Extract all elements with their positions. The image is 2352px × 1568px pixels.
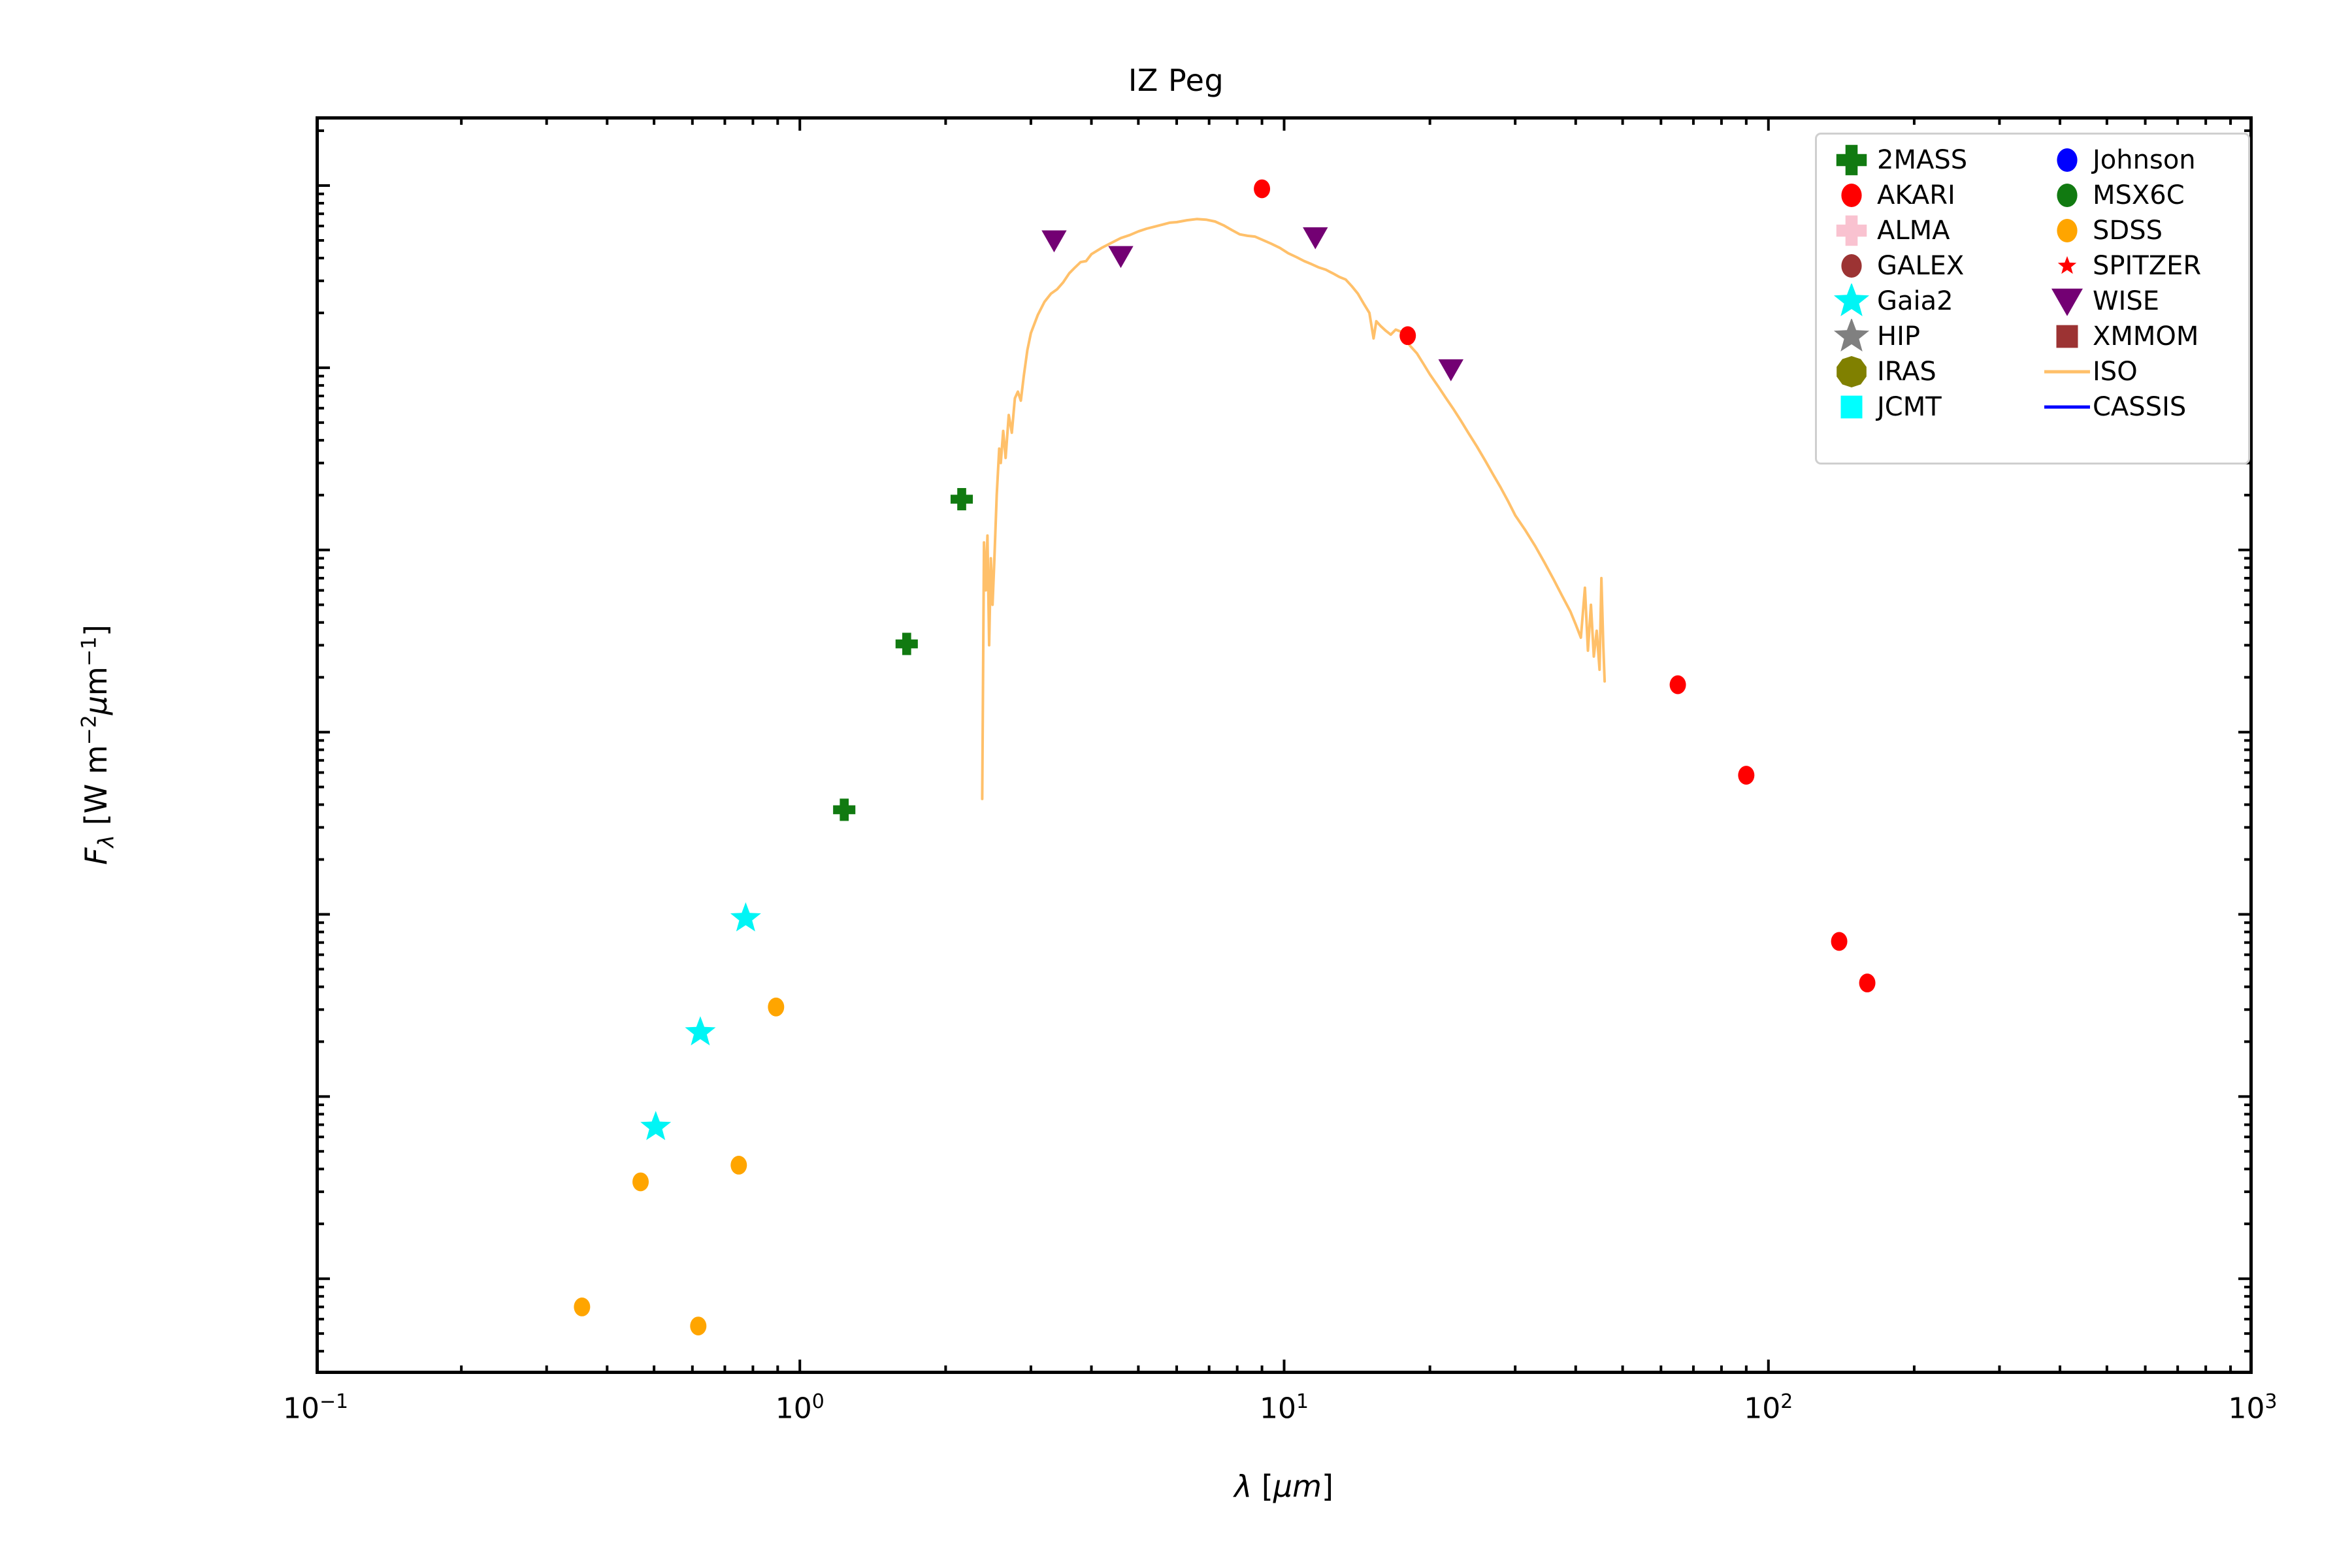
legend-label: ISO bbox=[2093, 357, 2138, 387]
legend-item-gaia2[interactable]: Gaia2 bbox=[1826, 282, 1967, 319]
sdss-marker-icon bbox=[2042, 213, 2093, 248]
legend-label: Gaia2 bbox=[1877, 286, 1953, 316]
x-tick-label: 101 bbox=[1259, 1390, 1309, 1426]
legend-label: 2MASS bbox=[1877, 145, 1968, 175]
legend-label: CASSIS bbox=[2093, 392, 2187, 422]
galex-marker-icon bbox=[1826, 248, 1877, 284]
legend-item-2mass[interactable]: 2MASS bbox=[1826, 142, 1967, 178]
legend-label: WISE bbox=[2093, 286, 2160, 316]
alma-marker-icon bbox=[1826, 213, 1877, 248]
iras-marker-icon bbox=[1826, 354, 1877, 389]
legend-item-galex[interactable]: GALEX bbox=[1826, 248, 1967, 284]
legend-item-wise[interactable]: WISE bbox=[2042, 284, 2201, 319]
legend-item-iras[interactable]: IRAS bbox=[1826, 354, 1967, 389]
msx6c-marker-icon bbox=[2042, 178, 2093, 213]
legend-item-sdss[interactable]: SDSS bbox=[2042, 213, 2201, 248]
spitzer-marker-icon bbox=[2042, 248, 2093, 284]
gaia2-marker-icon bbox=[1826, 282, 1877, 319]
legend-item-cassis[interactable]: CASSIS bbox=[2042, 389, 2201, 425]
x-axis-tick-labels: 10−1 100 101 102 103 bbox=[0, 1390, 2352, 1449]
x-tick-label: 100 bbox=[775, 1390, 825, 1426]
legend-item-spitzer[interactable]: SPITZER bbox=[2042, 248, 2201, 284]
y-axis-tick-labels: 10−1110−1210−1310−1410−1510−1610−17 bbox=[0, 0, 297, 1568]
x-tick-label: 103 bbox=[2228, 1390, 2278, 1426]
chart-title: IZ Peg bbox=[1128, 63, 1224, 98]
legend-label: MSX6C bbox=[2093, 180, 2185, 210]
legend-label: SDSS bbox=[2093, 216, 2163, 246]
iso-marker-icon bbox=[2042, 354, 2093, 389]
x-axis-title: λ [μm] bbox=[1234, 1469, 1333, 1504]
hip-marker-icon bbox=[1826, 318, 1877, 354]
legend-column-right: Johnson MSX6C SDSS SPITZER WISE XMMOM ISO CASSI… bbox=[2042, 142, 2201, 425]
x-tick-label: 102 bbox=[1744, 1390, 1793, 1426]
wise-marker-icon bbox=[2042, 284, 2093, 319]
legend-item-hip[interactable]: HIP bbox=[1826, 318, 1967, 354]
legend-label: HIP bbox=[1877, 321, 1920, 351]
y-axis-title: Fλ [W m−2μm−1] bbox=[77, 625, 119, 865]
legend-label: Johnson bbox=[2093, 145, 2196, 175]
legend-item-johnson[interactable]: Johnson bbox=[2042, 142, 2201, 178]
legend-item-akari[interactable]: AKARI bbox=[1826, 178, 1967, 213]
legend-item-msx6c[interactable]: MSX6C bbox=[2042, 178, 2201, 213]
legend-column-left: 2MASS AKARI ALMA GALEX Gaia2 HIP IRAS JCMT bbox=[1826, 142, 1967, 425]
legend-item-alma[interactable]: ALMA bbox=[1826, 213, 1967, 248]
johnson-marker-icon bbox=[2042, 142, 2093, 178]
legend-label: IRAS bbox=[1877, 357, 1936, 387]
jcmt-marker-icon bbox=[1826, 389, 1877, 425]
2mass-marker-icon bbox=[1826, 142, 1877, 178]
x-tick-label: 10−1 bbox=[282, 1390, 349, 1426]
legend-item-jcmt[interactable]: JCMT bbox=[1826, 389, 1967, 425]
xmmom-marker-icon bbox=[2042, 319, 2093, 354]
legend-label: SPITZER bbox=[2093, 251, 2202, 281]
legend-label: AKARI bbox=[1877, 180, 1955, 210]
legend-label: GALEX bbox=[1877, 251, 1965, 281]
akari-marker-icon bbox=[1826, 178, 1877, 213]
legend-label: ALMA bbox=[1877, 216, 1950, 246]
legend-item-xmmom[interactable]: XMMOM bbox=[2042, 319, 2201, 354]
cassis-marker-icon bbox=[2042, 389, 2093, 425]
legend-box[interactable]: 2MASS AKARI ALMA GALEX Gaia2 HIP IRAS JCMT John… bbox=[1815, 133, 2250, 465]
legend-item-iso[interactable]: ISO bbox=[2042, 354, 2201, 389]
legend-label: XMMOM bbox=[2093, 321, 2199, 351]
legend-label: JCMT bbox=[1877, 392, 1942, 422]
